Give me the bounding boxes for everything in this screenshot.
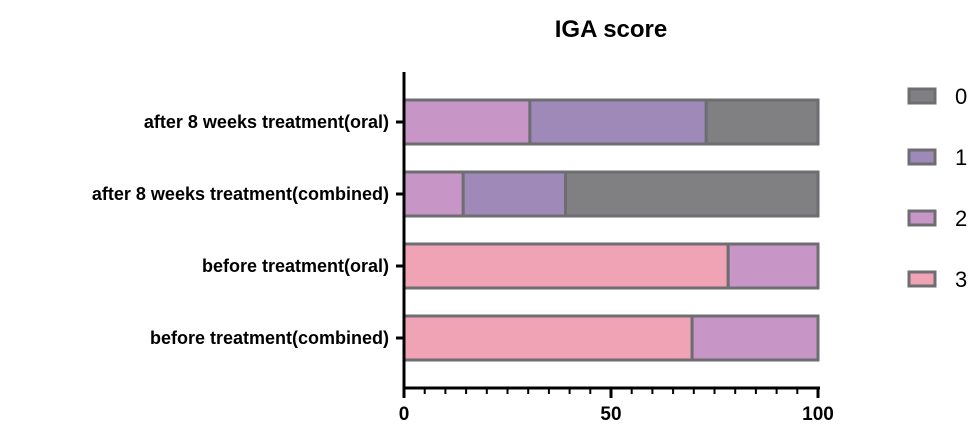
legend-label: 2 xyxy=(955,206,967,231)
y-axis-ticks xyxy=(396,120,404,340)
bar-segment xyxy=(402,170,465,218)
legend-swatch xyxy=(907,270,937,288)
category-label: after 8 weeks treatment(combined) xyxy=(92,184,389,204)
legend-swatch xyxy=(907,87,937,105)
bar-segment xyxy=(726,242,820,290)
legend-label: 3 xyxy=(955,267,967,292)
category-labels: after 8 weeks treatment(oral) after 8 wee… xyxy=(92,112,389,348)
legend-swatch xyxy=(907,209,937,227)
bar-segment xyxy=(690,314,820,362)
legend-swatch xyxy=(907,148,937,166)
category-label: after 8 weeks treatment(oral) xyxy=(144,112,389,132)
bar-segment xyxy=(402,314,694,362)
chart-title: IGA score xyxy=(555,16,668,43)
x-tick-label: 100 xyxy=(802,404,834,425)
x-axis-ticks: 0 50 100 xyxy=(399,388,834,425)
legend-label: 0 xyxy=(955,84,967,109)
bar-segment xyxy=(402,242,730,290)
bar-segment xyxy=(704,98,820,146)
bar-segment xyxy=(461,170,568,218)
bar-segment xyxy=(528,98,708,146)
category-label: before treatment(oral) xyxy=(202,256,389,276)
legend: 0 1 2 3 xyxy=(907,84,967,292)
x-tick-label: 0 xyxy=(399,404,410,425)
category-label: before treatment(combined) xyxy=(150,328,389,348)
bar-segment xyxy=(564,170,820,218)
x-tick-label: 50 xyxy=(600,404,621,425)
bars-group xyxy=(402,98,820,362)
bar-segment xyxy=(402,98,532,146)
legend-label: 1 xyxy=(955,145,967,170)
